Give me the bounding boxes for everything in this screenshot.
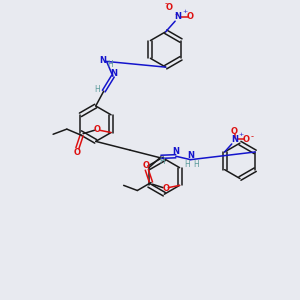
Text: N: N xyxy=(99,56,106,65)
Text: O: O xyxy=(73,148,80,157)
Text: O: O xyxy=(166,3,173,12)
Text: H: H xyxy=(94,85,100,94)
Text: O: O xyxy=(143,160,150,169)
Text: -: - xyxy=(164,0,167,8)
Text: +: + xyxy=(238,132,244,137)
Text: O: O xyxy=(243,135,250,144)
Text: O: O xyxy=(187,12,194,21)
Text: O: O xyxy=(94,124,101,134)
Text: N: N xyxy=(172,147,179,156)
Text: O: O xyxy=(231,127,238,136)
Text: N: N xyxy=(110,70,117,79)
Text: H: H xyxy=(193,160,199,169)
Text: H: H xyxy=(159,158,165,166)
Text: H: H xyxy=(184,160,190,169)
Text: N: N xyxy=(188,151,195,160)
Text: N: N xyxy=(231,135,238,144)
Text: H: H xyxy=(108,60,113,69)
Text: O: O xyxy=(162,184,169,193)
Text: N: N xyxy=(175,12,182,21)
Text: +: + xyxy=(182,9,188,14)
Text: -: - xyxy=(250,133,253,142)
